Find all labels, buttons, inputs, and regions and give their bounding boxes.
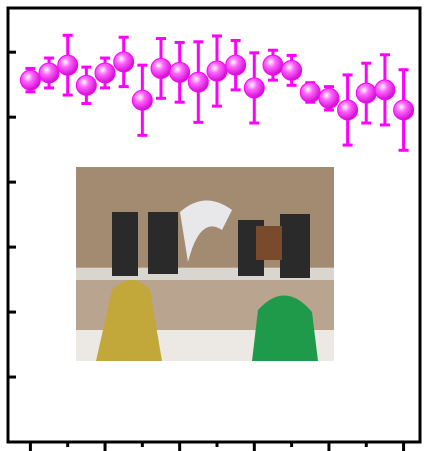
data-point [150,57,172,79]
data-point [281,59,303,81]
data-point [57,54,79,76]
data-point [225,54,247,76]
data-point [243,77,265,99]
data-point [355,82,377,104]
data-point [337,99,359,121]
data-point [113,51,135,73]
data-point [75,74,97,96]
data-point [169,61,191,83]
data-point [318,87,340,109]
data-point [131,89,153,111]
data-point [374,79,396,101]
data-point [38,62,60,84]
data-point [206,60,228,82]
data-point [94,62,116,84]
data-point [262,54,284,76]
data-point [187,71,209,93]
data-point [393,99,415,121]
inset-photo [76,167,334,361]
plot-frame [6,6,422,444]
data-point [299,81,321,103]
data-point [19,69,41,91]
